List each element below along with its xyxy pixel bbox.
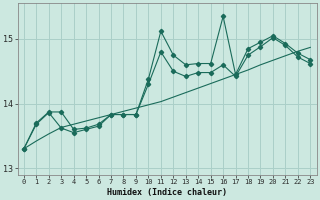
X-axis label: Humidex (Indice chaleur): Humidex (Indice chaleur) [107,188,227,197]
